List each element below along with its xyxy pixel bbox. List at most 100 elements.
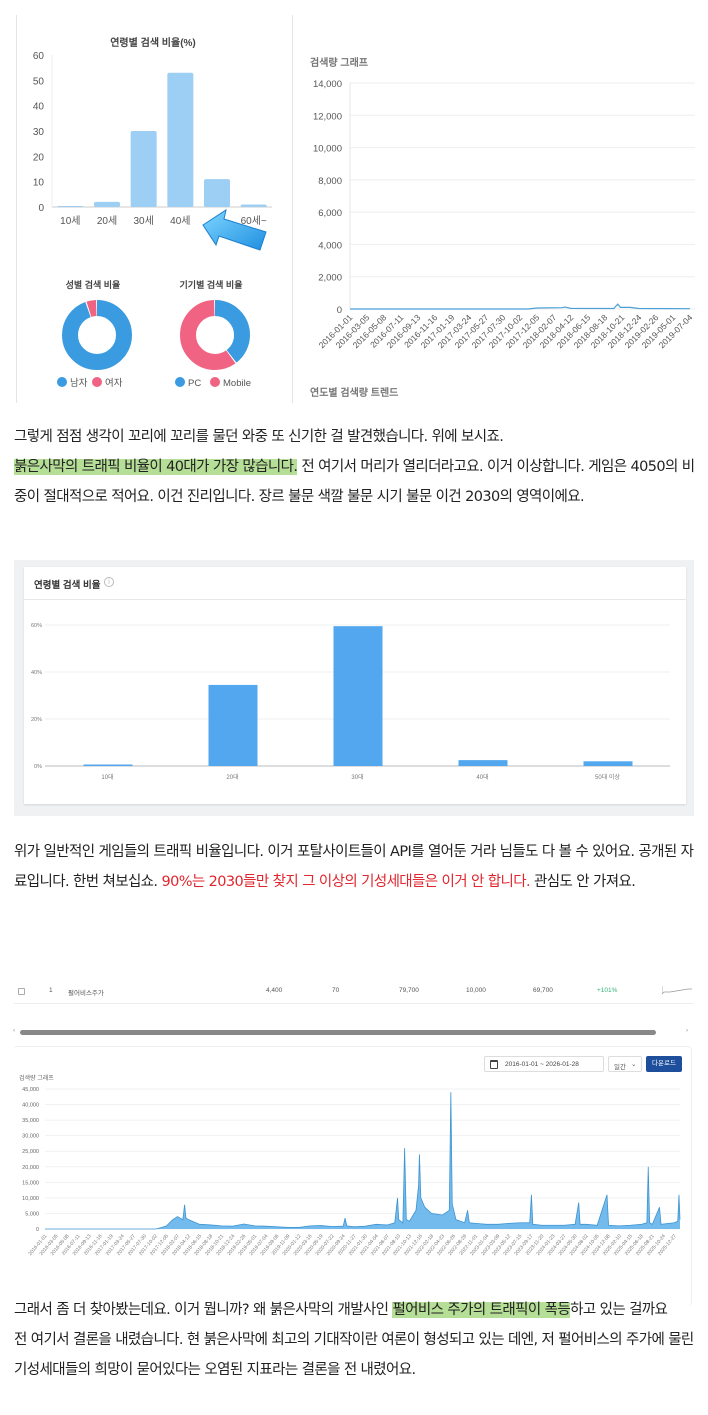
period-select[interactable]: 일간 ⌄ (608, 1056, 642, 1072)
left-panel-border (16, 15, 17, 403)
search-volume-area (45, 1092, 680, 1229)
y-tick-label: 0% (34, 764, 42, 770)
age-bar-20세 (94, 201, 120, 207)
row-value-2: 70 (332, 987, 340, 994)
age-bar-30세 (130, 131, 157, 207)
row-value-4: 10,000 (466, 987, 486, 994)
trend-plot: 2016-01-012016-03-052016-05-082016-07-11… (317, 82, 695, 350)
y-tick-label: 35,000 (22, 1118, 39, 1124)
age-ratio-chart: 0% 20% 40% 60% 10대 20대 30대 40대 50대 이상 (31, 623, 670, 781)
age-bar-10세 (57, 206, 84, 207)
legend-swatch (210, 377, 220, 387)
y-tick-label: 0 (38, 203, 44, 214)
age-bar-20대 (208, 684, 258, 766)
paragraph-2-text-end: 관심도 안 가져요. (530, 874, 636, 890)
age-bar-40대 (458, 760, 508, 766)
legend-swatch (175, 377, 185, 387)
search-volume-line (45, 1092, 681, 1230)
y-tick-label: 50 (33, 76, 45, 87)
arrow-pointer-icon (202, 208, 267, 251)
period-select-value: 일간 (614, 1064, 626, 1071)
y-tick-label: 4,000 (318, 240, 342, 251)
table-row[interactable]: 1 펄어비스주가 4,400 70 79,700 10,000 69,700 +… (14, 978, 694, 1004)
age-bar-60세~ (240, 204, 267, 207)
highlight-text-2: 펄어비스 주가의 트래픽이 폭등 (392, 1302, 571, 1318)
donut-slice-Mobile (180, 300, 250, 370)
y-tick-label: 40,000 (22, 1103, 39, 1109)
paragraph-1-body: 붉은사막의 트래픽 비율이 40대가 가장 많습니다. 전 여기서 머리가 열리… (14, 452, 704, 512)
image1-charts: 연령별 검색 비율(%) 0 10 20 30 40 50 60 10세 20세 30세 40세 60세… (33, 36, 695, 399)
paragraph-2-text: 위가 일반적인 게임들의 트래픽 비율입니다. 이거 포탈사이트들이 API를 … (14, 844, 694, 890)
row-value-3: 79,700 (399, 987, 419, 994)
trend-chart-title: 검색량 그래프 (310, 56, 368, 69)
row-keyword[interactable]: 펄어비스주가 (68, 990, 104, 997)
trend-footer-title: 연도별 검색량 트렌드 (310, 386, 398, 399)
age-bar-50대 이상 (583, 761, 633, 766)
paragraph-1: 그렇게 점점 생각이 꼬리에 꼬리를 물던 와중 또 신기한 걸 발견했습니다.… (14, 422, 704, 512)
legend-label: Mobile (223, 378, 251, 389)
row-change: +101% (597, 987, 618, 994)
paragraph-2: 위가 일반적인 게임들의 트래픽 비율입니다. 이거 포탈사이트들이 API를 … (14, 837, 704, 897)
y-tick-label: 15,000 (22, 1180, 39, 1186)
age-chart-title: 연령별 검색 비율(%) (110, 36, 196, 49)
paragraph-1-rest: 전 여기서 머리가 열리더라고요. 이거 이상합니다. 게임은 4050의 비중… (14, 459, 695, 505)
paragraph-3: 그래서 좀 더 찾아봤는데요. 이거 뭡니까? 왜 붉은사막의 개발사인 펄어비… (14, 1295, 704, 1385)
date-range-picker[interactable]: 2016-01-01 ~ 2026-01-28 (484, 1056, 604, 1072)
x-tick-label: 40대 (476, 773, 488, 781)
y-tick-label: 6,000 (318, 208, 342, 219)
y-tick-label: 10,000 (313, 144, 342, 155)
legend-swatch (57, 377, 67, 387)
download-button[interactable]: 다운로드 (646, 1056, 682, 1072)
red-emphasis-text: 90%는 2030들만 찾지 그 이상의 기성세대들은 이거 안 합니다. (161, 874, 531, 890)
y-tick-label: 20% (31, 717, 42, 723)
sparkline (662, 986, 692, 995)
legend-label: 남자 (70, 378, 88, 389)
paragraph-3-line-2: 전 여기서 결론을 내렸습니다. 현 붉은사막에 최고의 기대작이란 여론이 형… (14, 1332, 694, 1378)
donut-title: 기기별 검색 비율 (180, 279, 243, 290)
y-tick-label: 0 (36, 1227, 39, 1233)
paragraph-3-text-end: 하고 있는 걸까요 (570, 1302, 668, 1318)
horizontal-scrollbar-thumb[interactable] (20, 1030, 656, 1035)
card-header: 연령별 검색 비율 i (24, 567, 686, 600)
age-bar-30대 (333, 626, 383, 766)
chevron-down-icon: ⌄ (631, 1061, 637, 1068)
paragraph-1-line-1: 그렇게 점점 생각이 꼬리에 꼬리를 물던 와중 또 신기한 걸 발견했습니다.… (14, 429, 504, 445)
legend-label: PC (188, 378, 201, 389)
trend-line (350, 303, 691, 310)
y-tick-label: 30,000 (22, 1134, 39, 1140)
highlight-text: 붉은사막의 트래픽 비율이 40대가 가장 많습니다. (14, 459, 298, 475)
y-tick-label: 14,000 (313, 79, 342, 90)
x-tick-label: 10대 (101, 773, 113, 781)
scroll-right-arrow[interactable]: › (686, 1028, 688, 1034)
y-tick-label: 40 (33, 102, 45, 113)
chart-panel: 2016-01-01 ~ 2026-01-28 일간 ⌄ 다운로드 검색량 그래… (14, 1046, 692, 1306)
y-tick-label: 10 (33, 178, 45, 189)
age-bar-50세 (204, 179, 230, 207)
x-tick-label: 30대 (351, 773, 363, 781)
age-bar-40세 (167, 72, 194, 207)
donut-slice-PC (180, 300, 250, 370)
x-tick-label: 30세 (134, 215, 154, 227)
y-tick-label: 20 (33, 152, 45, 163)
scroll-left-arrow[interactable]: ‹ (13, 1028, 15, 1034)
image-keyword-tool: 1 펄어비스주가 4,400 70 79,700 10,000 69,700 +… (13, 978, 694, 1308)
y-tick-label: 2,000 (318, 273, 342, 284)
y-tick-label: 0 (337, 305, 342, 316)
row-checkbox[interactable] (18, 988, 25, 995)
row-value-1: 4,400 (266, 987, 283, 994)
y-tick-label: 20,000 (22, 1165, 39, 1171)
info-circle-icon[interactable]: i (104, 577, 114, 587)
search-volume-chart-long: 0 5,000 10,000 15,000 20,000 25,000 30,000 35,0… (22, 1087, 681, 1257)
y-tick-label: 60% (31, 623, 42, 629)
paragraph-3-line-1: 그래서 좀 더 찾아봤는데요. 이거 뭡니까? 왜 붉은사막의 개발사인 펄어비… (14, 1295, 704, 1325)
donut-title: 성별 검색 비율 (66, 279, 121, 290)
paragraph-3-text: 그래서 좀 더 찾아봤는데요. 이거 뭡니까? 왜 붉은사막의 개발사인 (14, 1302, 393, 1318)
x-tick-label: 40세 (170, 215, 190, 227)
x-tick-label: 60세~ (241, 215, 267, 227)
y-tick-label: 40% (31, 670, 42, 676)
y-tick-label: 25,000 (22, 1149, 39, 1155)
x-tick-label: 20세 (97, 215, 117, 227)
y-tick-label: 5,000 (25, 1211, 39, 1217)
y-tick-label: 45,000 (22, 1087, 39, 1093)
y-tick-label: 60 (33, 51, 45, 62)
